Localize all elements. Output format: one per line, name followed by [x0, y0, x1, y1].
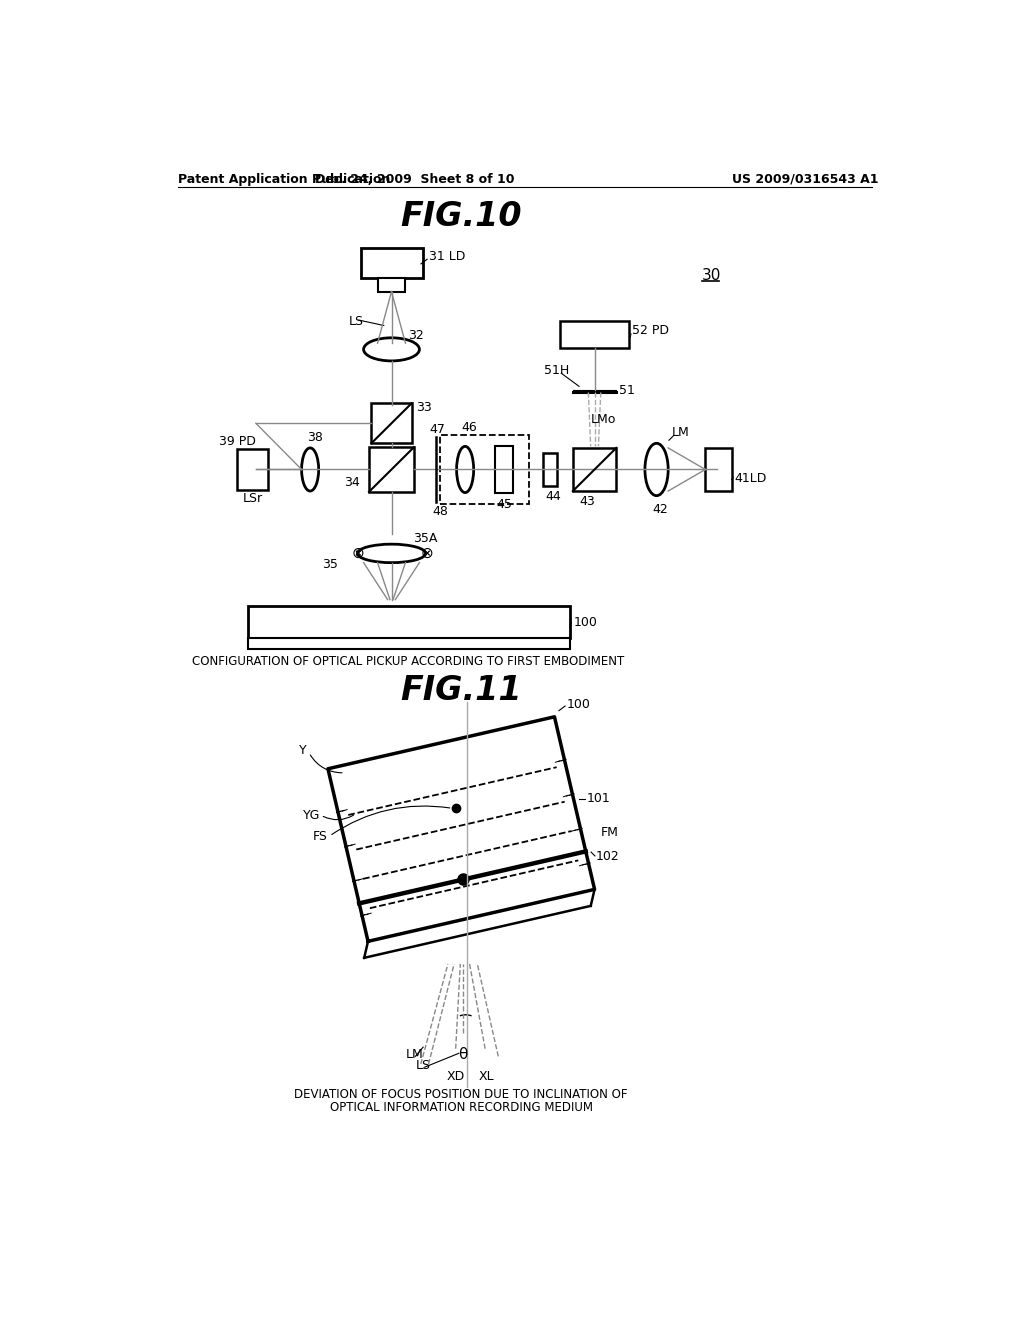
- Text: CONFIGURATION OF OPTICAL PICKUP ACCORDING TO FIRST EMBODIMENT: CONFIGURATION OF OPTICAL PICKUP ACCORDIN…: [193, 655, 625, 668]
- Text: OPTICAL INFORMATION RECORDING MEDIUM: OPTICAL INFORMATION RECORDING MEDIUM: [330, 1101, 593, 1114]
- Bar: [372, 404, 412, 444]
- Text: 43: 43: [579, 495, 595, 508]
- Text: 101: 101: [587, 792, 610, 805]
- Text: 51H: 51H: [544, 364, 569, 378]
- Text: 33: 33: [417, 400, 432, 413]
- Text: 41LD: 41LD: [734, 473, 766, 486]
- Text: LSr: LSr: [243, 492, 263, 506]
- Text: LM: LM: [672, 426, 690, 440]
- Text: Y: Y: [299, 743, 306, 756]
- Bar: [706, 447, 732, 491]
- Bar: [572, 447, 616, 491]
- Ellipse shape: [457, 446, 474, 492]
- Text: 48: 48: [432, 506, 449, 519]
- Bar: [237, 449, 267, 490]
- Ellipse shape: [364, 338, 420, 360]
- Text: 100: 100: [566, 698, 591, 711]
- Text: 34: 34: [344, 477, 360, 490]
- Text: 51: 51: [620, 384, 635, 397]
- Ellipse shape: [357, 544, 426, 562]
- Bar: [440, 434, 529, 504]
- Text: 45: 45: [496, 498, 512, 511]
- Bar: [544, 453, 557, 487]
- Text: LMo: LMo: [591, 413, 616, 426]
- Text: 47: 47: [429, 422, 445, 436]
- Bar: [360, 248, 423, 277]
- Text: 46: 46: [461, 421, 477, 434]
- Text: XL: XL: [479, 1071, 495, 1082]
- Text: θ: θ: [458, 1047, 467, 1063]
- Bar: [248, 606, 569, 638]
- Text: ⊗: ⊗: [421, 546, 434, 561]
- Text: 100: 100: [573, 616, 597, 630]
- Text: LM: LM: [406, 1048, 423, 1061]
- Text: FS: FS: [312, 829, 328, 842]
- Text: 52 PD: 52 PD: [632, 325, 669, 338]
- Text: LS: LS: [349, 315, 364, 329]
- Text: 31 LD: 31 LD: [429, 249, 465, 263]
- Text: DEVIATION OF FOCUS POSITION DUE TO INCLINATION OF: DEVIATION OF FOCUS POSITION DUE TO INCLI…: [295, 1088, 628, 1101]
- Text: Dec. 24, 2009  Sheet 8 of 10: Dec. 24, 2009 Sheet 8 of 10: [315, 173, 514, 186]
- Bar: [495, 446, 513, 492]
- Text: 35A: 35A: [414, 532, 437, 545]
- Text: 32: 32: [409, 329, 424, 342]
- Text: 38: 38: [307, 430, 323, 444]
- Text: 35: 35: [322, 557, 338, 570]
- Bar: [560, 321, 630, 348]
- Text: Patent Application Publication: Patent Application Publication: [178, 173, 391, 186]
- Text: 102: 102: [596, 850, 620, 863]
- Text: 39 PD: 39 PD: [219, 436, 256, 449]
- Text: XD: XD: [446, 1071, 465, 1082]
- Text: US 2009/0316543 A1: US 2009/0316543 A1: [732, 173, 879, 186]
- Text: YG: YG: [303, 809, 321, 821]
- Text: FIG.11: FIG.11: [400, 675, 522, 708]
- Bar: [378, 277, 406, 292]
- Text: 42: 42: [652, 503, 669, 516]
- Text: LS: LS: [416, 1059, 430, 1072]
- Text: 44: 44: [545, 490, 561, 503]
- Ellipse shape: [302, 447, 318, 491]
- Text: FM: FM: [601, 825, 620, 838]
- Text: 30: 30: [701, 268, 721, 282]
- Bar: [248, 638, 569, 649]
- Bar: [369, 447, 414, 492]
- Text: ⊗: ⊗: [351, 546, 364, 561]
- Ellipse shape: [645, 444, 669, 495]
- Text: FIG.10: FIG.10: [400, 199, 522, 232]
